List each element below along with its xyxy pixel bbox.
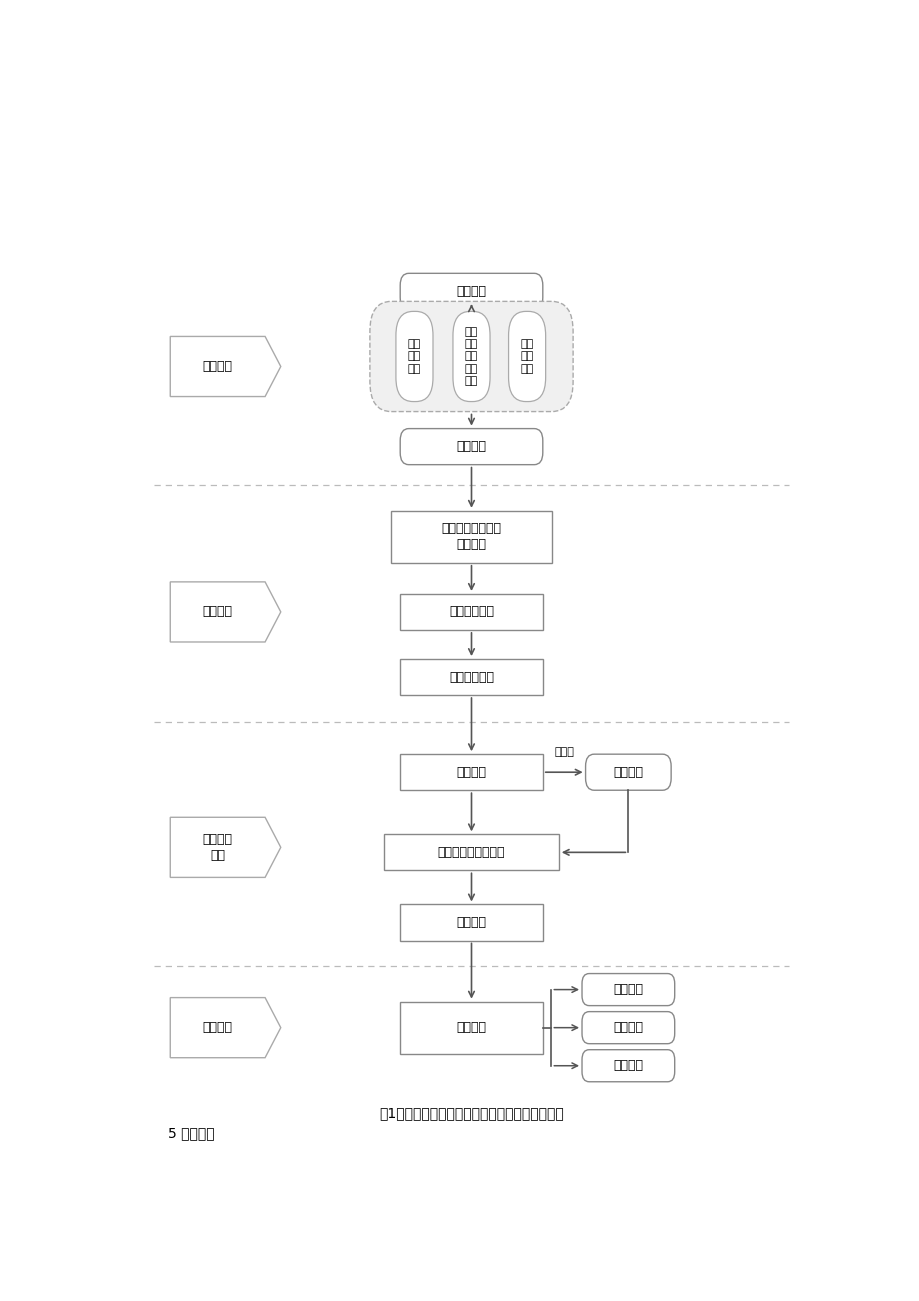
- FancyBboxPatch shape: [369, 302, 573, 411]
- Text: 视需要: 视需要: [553, 747, 573, 757]
- Text: 图1集中式饮用水水源保护区勘界定标技术路线图: 图1集中式饮用水水源保护区勘界定标技术路线图: [379, 1106, 563, 1120]
- Text: 内业整理: 内业整理: [202, 1021, 233, 1034]
- Polygon shape: [170, 817, 280, 877]
- Bar: [400, 1002, 542, 1054]
- Text: 资料更新: 资料更新: [613, 766, 642, 779]
- Bar: [400, 755, 542, 790]
- Polygon shape: [170, 582, 280, 641]
- Text: 外业调绘
测量: 外业调绘 测量: [202, 833, 233, 861]
- Text: 5 工作准备: 5 工作准备: [168, 1125, 215, 1140]
- Text: 地理
信息
数据: 地理 信息 数据: [407, 340, 421, 373]
- Bar: [384, 834, 558, 870]
- Text: 界线转绘: 界线转绘: [456, 916, 486, 929]
- FancyBboxPatch shape: [400, 428, 542, 464]
- FancyBboxPatch shape: [395, 311, 433, 402]
- Text: 饮用水水源保护区
边界校核: 饮用水水源保护区 边界校核: [441, 522, 501, 552]
- Polygon shape: [170, 337, 280, 397]
- Bar: [400, 593, 542, 630]
- Text: 外业调绘: 外业调绘: [456, 766, 486, 779]
- FancyBboxPatch shape: [400, 273, 542, 310]
- FancyBboxPatch shape: [452, 311, 490, 402]
- Text: 工作准备: 工作准备: [202, 360, 233, 373]
- FancyBboxPatch shape: [582, 1012, 674, 1043]
- FancyBboxPatch shape: [582, 973, 674, 1006]
- Text: 界桩点预标注: 界桩点预标注: [448, 605, 494, 618]
- FancyBboxPatch shape: [584, 755, 671, 790]
- FancyBboxPatch shape: [582, 1050, 674, 1081]
- Bar: [391, 511, 551, 563]
- Bar: [400, 660, 542, 695]
- FancyBboxPatch shape: [508, 311, 545, 402]
- Text: 图件成果: 图件成果: [613, 1021, 642, 1034]
- Bar: [400, 904, 542, 941]
- Text: 内业标绘: 内业标绘: [202, 605, 233, 618]
- Text: 其他
专题
资料: 其他 专题 资料: [520, 340, 533, 373]
- Text: 数据成果: 数据成果: [613, 1059, 642, 1072]
- Text: 饮用
水水
源保
护区
资料: 饮用 水水 源保 护区 资料: [464, 327, 478, 386]
- Text: 勘界工作底图: 勘界工作底图: [448, 670, 494, 683]
- Text: 资料准备: 资料准备: [456, 285, 486, 298]
- Polygon shape: [170, 998, 280, 1058]
- Text: 成果整理: 成果整理: [456, 1021, 486, 1034]
- Text: 资料处理: 资料处理: [456, 440, 486, 453]
- Text: 文档成果: 文档成果: [613, 984, 642, 997]
- Text: 边界线、界桩点勘定: 边界线、界桩点勘定: [437, 846, 505, 859]
